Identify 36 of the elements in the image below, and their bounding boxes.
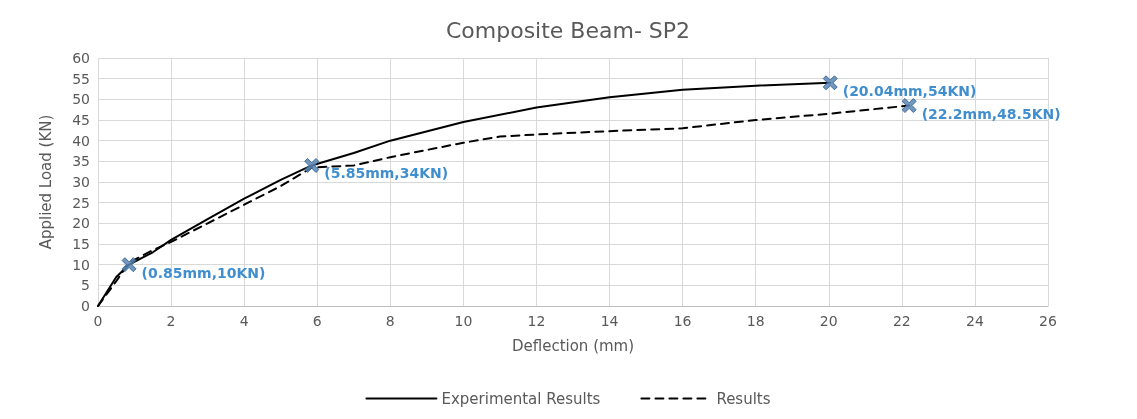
y-tick-label: 60 — [72, 50, 90, 66]
annotation: (5.85mm,34KN) — [324, 165, 449, 182]
x-tick-label: 14 — [600, 313, 619, 329]
y-tick-label: 0 — [81, 298, 90, 314]
annotation: (20.04mm,54KN) — [842, 82, 977, 99]
y-tick-label: 30 — [72, 174, 90, 190]
y-tick-label: 25 — [72, 194, 90, 211]
y-tick-label: 10 — [72, 256, 90, 273]
legend-label: Experimental Results — [441, 389, 601, 408]
y-tick-label: 5 — [81, 277, 90, 294]
annotation: (0.85mm,10KN) — [141, 264, 266, 281]
x-tick-label: 26 — [1039, 313, 1057, 329]
x-tick-label: 4 — [239, 313, 249, 329]
y-tick-label: 20 — [72, 215, 90, 232]
x-tick-label: 16 — [673, 313, 692, 329]
x-tick-label: 8 — [385, 313, 395, 329]
x-tick-label: 12 — [527, 313, 546, 329]
y-tick-label: 35 — [72, 153, 90, 170]
x-axis-title: Deflection (mm) — [511, 336, 635, 355]
x-tick-label: 0 — [93, 313, 103, 329]
y-tick-label: 45 — [72, 112, 90, 128]
y-tick-label: 50 — [72, 91, 90, 108]
y-axis-title: Applied Load (KN) — [36, 114, 55, 250]
y-tick-label: 15 — [72, 236, 90, 252]
y-tick-label: 40 — [72, 132, 90, 149]
legend-label: Results — [716, 389, 771, 408]
x-tick-label: 2 — [166, 313, 176, 329]
x-tick-label: 18 — [746, 313, 765, 329]
x-tick-label: 20 — [819, 313, 838, 329]
chart-title: Composite Beam- SP2 — [445, 17, 691, 43]
x-tick-label: 10 — [454, 313, 473, 329]
x-tick-label: 24 — [966, 313, 984, 329]
x-tick-label: 6 — [312, 313, 322, 329]
annotation: (22.2mm,48.5KN) — [921, 105, 1061, 122]
x-tick-label: 22 — [892, 313, 911, 329]
y-tick-label: 55 — [72, 70, 90, 87]
